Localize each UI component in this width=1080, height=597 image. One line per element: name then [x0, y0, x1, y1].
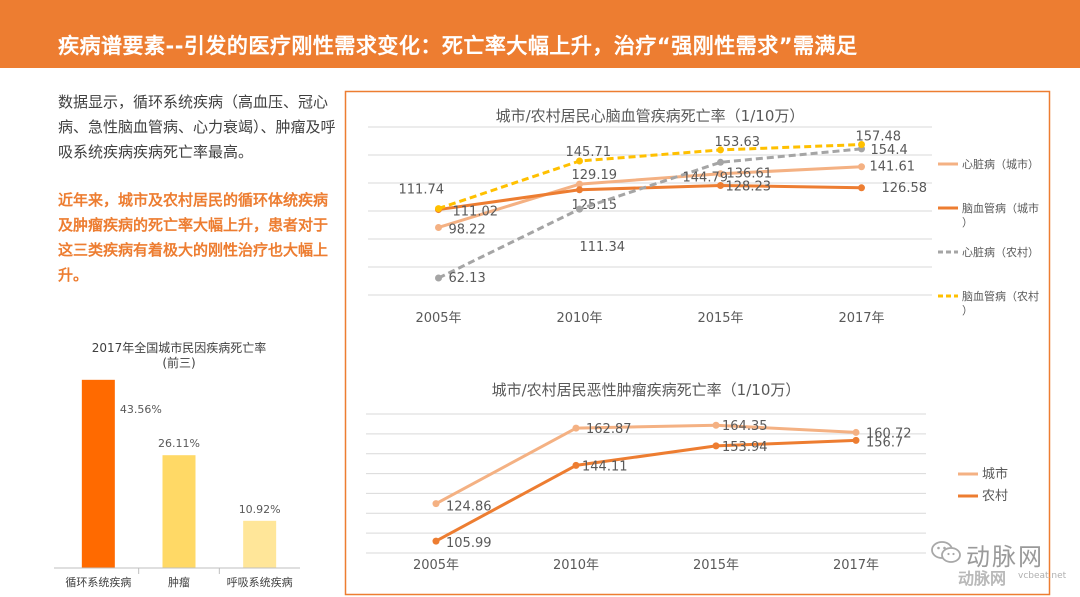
- cv-chart-title: 城市/农村居民心脑血管疾病死亡率（1/10万）: [496, 107, 805, 125]
- cv-chart-data-label: 145.71: [566, 145, 612, 160]
- chart-frame: [344, 90, 1051, 596]
- cv-chart-point: [717, 158, 724, 166]
- cv-chart-point: [858, 141, 865, 149]
- cv-chart-data-label: 136.61: [727, 167, 773, 182]
- cv-chart-point: [576, 157, 583, 165]
- bar-3: [243, 520, 277, 568]
- cv-chart-point: [576, 205, 583, 213]
- tumor-chart-data-label: 153.94: [722, 440, 768, 455]
- cv-chart-data-label: 62.13: [449, 271, 486, 286]
- tumor-chart-title: 城市/农村居民恶性肿瘤疾病死亡率（1/10万）: [492, 381, 801, 399]
- tumor-chart-x-tick-label: 2010年: [553, 558, 599, 573]
- cv-chart-point: [858, 163, 865, 171]
- cv-chart-data-label: 111.02: [453, 205, 499, 220]
- cv-chart-data-label: 154.4: [871, 143, 908, 158]
- cv-chart-series-line-2: [438, 183, 862, 212]
- cv-chart-data-label: 157.48: [856, 130, 902, 145]
- tumor-chart-point: [432, 500, 440, 508]
- page-title: 疾病谱要素--引发的医疗刚性需求变化：死亡率大幅上升，治疗“强刚性需求”需满足: [58, 34, 858, 58]
- cv-chart-legend-label: ）: [962, 216, 973, 229]
- cv-chart-legend-label: 脑血管病（农村: [962, 289, 1039, 303]
- tumor-chart-x-tick-label: 2015年: [693, 558, 739, 573]
- tumor-chart-data-label: 164.35: [722, 419, 768, 434]
- tumor-chart-point: [432, 537, 440, 545]
- tumor-chart-point: [852, 428, 860, 436]
- bar-chart-title: 2017年全国城市民因疾病死亡率: [92, 340, 267, 355]
- cv-chart-legend-label: 心脏病（农村）: [962, 245, 1039, 259]
- bar-value-label: 10.92%: [239, 503, 281, 516]
- cv-chart-data-label: 153.63: [715, 135, 761, 150]
- cv-chart-legend-label: 心脏病（城市）: [962, 157, 1039, 171]
- watermark: 动脉网 动脉网 vcbeat.net: [930, 533, 1070, 588]
- cv-chart-data-label: 141.61: [870, 160, 916, 175]
- cv-chart-x-tick-label: 2010年: [556, 311, 602, 326]
- tumor-chart-legend-label: 城市: [982, 466, 1008, 482]
- bar-category-label: 肿瘤: [168, 575, 190, 589]
- cv-chart-point: [717, 146, 724, 154]
- tumor-chart-data-label: 156.7: [866, 435, 903, 450]
- cv-chart-data-label: 128.23: [726, 179, 772, 194]
- tumor-chart-data-label: 144.11: [582, 459, 628, 474]
- cv-chart-point: [576, 180, 583, 188]
- cv-chart-data-label: 111.34: [580, 240, 626, 255]
- bar-2: [162, 455, 196, 568]
- cv-chart-x-tick-label: 2015年: [697, 311, 743, 326]
- cv-chart-point: [435, 223, 442, 231]
- cv-chart-data-label: 98.22: [449, 222, 486, 237]
- tumor-chart-point: [712, 442, 720, 450]
- cv-chart-legend-label: 脑血管病（城市: [962, 201, 1039, 215]
- tumor-chart-data-label: 124.86: [446, 500, 492, 515]
- cv-chart-data-label: 129.19: [572, 168, 618, 183]
- tumor-chart-point: [712, 421, 720, 429]
- cv-chart-point: [435, 274, 442, 282]
- bar-value-label: 43.56%: [120, 403, 162, 416]
- tumor-chart-x-tick-label: 2017年: [833, 558, 879, 573]
- cv-chart-point: [858, 184, 865, 192]
- watermark-url: vcbeat.net: [1018, 571, 1067, 581]
- cv-chart-data-label: 111.74: [399, 183, 445, 198]
- tumor-chart-x-tick-label: 2005年: [413, 558, 459, 573]
- cv-chart-series-line-1: [438, 165, 862, 229]
- bar-category-label: 呼吸系统疾病: [227, 575, 293, 589]
- cv-chart-legend-label: ）: [962, 304, 973, 317]
- header-bar: 疾病谱要素--引发的医疗刚性需求变化：死亡率大幅上升，治疗“强刚性需求”需满足: [0, 0, 1080, 68]
- cv-chart-series-line-4: [438, 143, 862, 210]
- tumor-chart-data-label: 160.72: [866, 426, 912, 441]
- intro-text: 数据显示，循环系统疾病（高血压、冠心病、急性脑血管病、心力衰竭）、肿瘤及呼吸系统…: [58, 93, 336, 161]
- highlight-text: 近年来，城市及农村居民的循环体统疾病及肿瘤疾病的死亡率大幅上升，患者对于这三类疾…: [58, 191, 329, 284]
- tumor-chart-data-label: 105.99: [446, 536, 492, 551]
- cv-chart-x-tick-label: 2017年: [838, 311, 884, 326]
- cv-chart-series-line-3: [437, 147, 862, 280]
- cv-chart-x-tick-label: 2005年: [415, 311, 461, 326]
- cv-chart-point: [717, 170, 724, 178]
- cv-chart-point: [435, 205, 442, 213]
- tumor-chart-point: [852, 436, 860, 444]
- tumor-chart-point: [572, 424, 580, 432]
- cv-chart-point: [717, 181, 724, 189]
- bar-1: [81, 379, 115, 568]
- tumor-chart-point: [572, 461, 580, 469]
- tumor-chart-series-line-2: [435, 438, 857, 543]
- tumor-chart-series-line-1: [435, 423, 857, 505]
- tumor-chart-legend-label: 农村: [982, 489, 1008, 504]
- wechat-icon: [931, 541, 961, 563]
- cv-chart-data-label: 144.79: [683, 170, 729, 185]
- watermark-logo: 动脉网: [958, 569, 1007, 588]
- bar-category-label: 循环系统疾病: [65, 575, 131, 589]
- watermark-name: 动脉网: [966, 543, 1044, 571]
- cv-chart-point: [576, 186, 583, 194]
- cv-chart-data-label: 126.58: [882, 181, 928, 196]
- bar-value-label: 26.11%: [158, 437, 200, 450]
- tumor-chart-data-label: 162.87: [586, 422, 632, 437]
- bar-chart-subtitle: (前三): [162, 355, 195, 370]
